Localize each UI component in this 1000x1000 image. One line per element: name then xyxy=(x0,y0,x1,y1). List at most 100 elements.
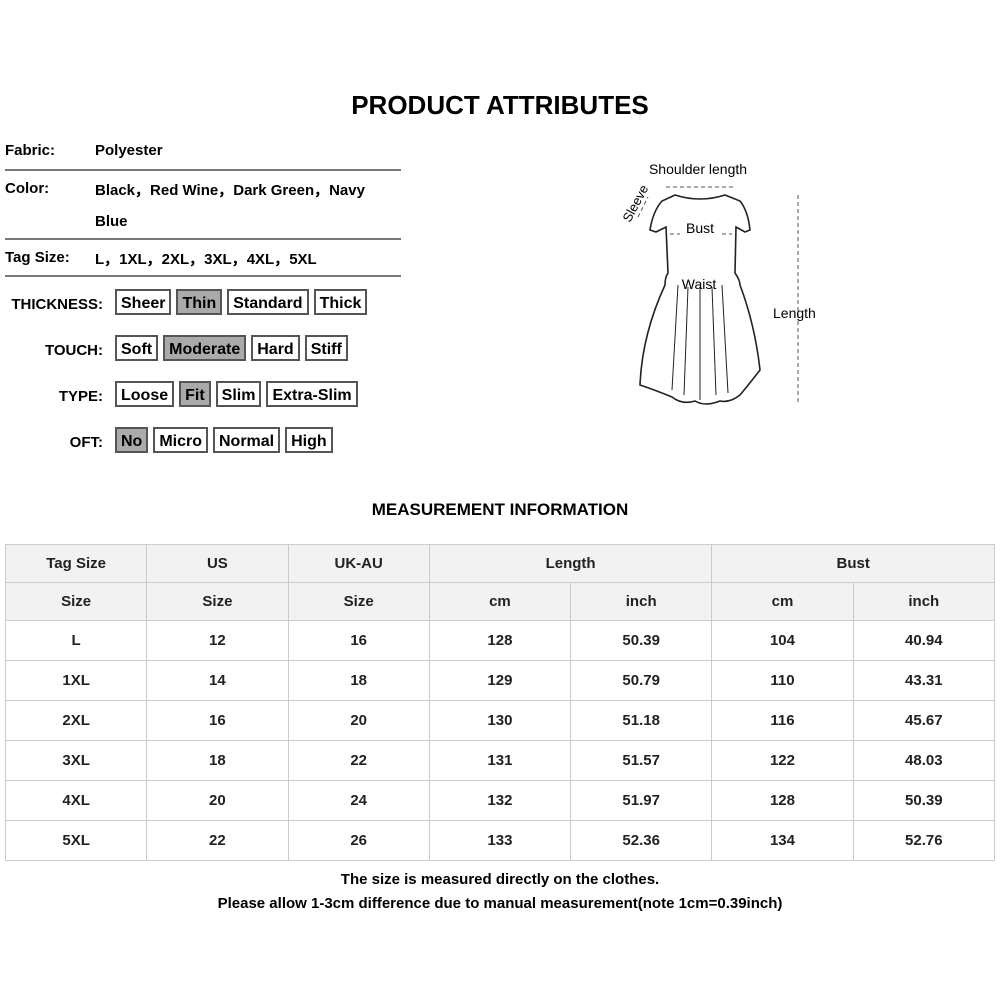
table-row: L 12 16 128 50.39 104 40.94 xyxy=(4,620,996,661)
header-cell: Bust xyxy=(711,544,995,583)
subheader-cell: Size xyxy=(146,582,289,621)
note-line-1: The size is measured directly on the clo… xyxy=(340,871,660,888)
table-cell: 129 xyxy=(428,660,572,701)
table-cell: 52.36 xyxy=(570,820,713,861)
option-group: Loose Fit Slim Extra-Slim xyxy=(113,380,359,411)
subheader-cell: Size xyxy=(4,582,148,621)
table-cell: 128 xyxy=(711,780,854,821)
table-cell: L xyxy=(4,620,148,661)
subheader-cell: cm xyxy=(428,582,572,621)
table-cell: 12 xyxy=(146,620,289,661)
fabric-label: Fabric: xyxy=(5,142,56,159)
option-chip: Normal xyxy=(211,426,282,454)
table-cell: 1XL xyxy=(4,660,148,701)
option-chip: Sheer xyxy=(113,288,173,316)
table-row: 1XL 14 18 129 50.79 110 43.31 xyxy=(4,660,996,701)
option-chip: No xyxy=(113,426,150,454)
dress-diagram: Shoulder length Sleeve Bust Waist Length xyxy=(619,161,816,405)
option-chip: Loose xyxy=(113,380,176,408)
header-cell: US xyxy=(146,544,289,583)
option-group-label: TYPE: xyxy=(58,388,103,405)
option-group: No Micro Normal High xyxy=(113,426,334,457)
table-cell: 16 xyxy=(287,620,430,661)
subheader-cell: Size xyxy=(287,582,430,621)
size-table: Tag Size US UK-AU Length Bust Size Size Si… xyxy=(4,544,996,861)
table-cell: 24 xyxy=(287,780,430,821)
table-cell: 116 xyxy=(711,700,854,741)
table-cell: 133 xyxy=(428,820,572,861)
table-cell: 51.57 xyxy=(570,740,713,781)
dress-outline-icon xyxy=(639,194,761,405)
table-row: 5XL 22 26 133 52.36 134 52.76 xyxy=(4,820,996,861)
option-chip: High xyxy=(284,426,334,454)
option-chip: Thick xyxy=(312,288,369,316)
table-cell: 3XL xyxy=(4,740,148,781)
table-cell: 131 xyxy=(428,740,572,781)
table-cell: 4XL xyxy=(4,780,148,821)
divider xyxy=(5,169,401,171)
option-chip: Hard xyxy=(250,334,301,362)
table-cell: 20 xyxy=(146,780,289,821)
option-group-label: THICKNESS: xyxy=(11,296,103,313)
option-group-label: TOUCH: xyxy=(44,342,103,359)
table-cell: 22 xyxy=(287,740,430,781)
option-chip: Extra-Slim xyxy=(265,380,359,408)
table-row: 3XL 18 22 131 51.57 122 48.03 xyxy=(4,740,996,781)
note-line-2: Please allow 1-3cm difference due to man… xyxy=(217,895,783,912)
fabric-value: Polyester xyxy=(95,142,163,159)
table-cell: 50.79 xyxy=(570,660,713,701)
table-cell: 20 xyxy=(287,700,430,741)
sleeve-label: Sleeve xyxy=(619,182,651,224)
color-label: Color: xyxy=(5,180,50,197)
table-cell: 51.97 xyxy=(570,780,713,821)
table-cell: 51.18 xyxy=(570,700,713,741)
option-chip: Slim xyxy=(214,380,263,408)
option-chip: Stiff xyxy=(303,334,349,362)
table-cell: 104 xyxy=(711,620,854,661)
table-cell: 5XL xyxy=(4,820,148,861)
table-cell: 22 xyxy=(146,820,289,861)
table-cell: 50.39 xyxy=(852,780,996,821)
divider xyxy=(5,238,401,240)
option-group: Soft Moderate Hard Stiff xyxy=(113,334,349,365)
table-cell: 122 xyxy=(711,740,854,781)
table-cell: 14 xyxy=(146,660,289,701)
shoulder-length-label: Shoulder length xyxy=(649,161,747,177)
table-cell: 134 xyxy=(711,820,854,861)
subheader-cell: inch xyxy=(852,582,996,621)
option-chip: Thin xyxy=(175,288,224,316)
bust-label: Bust xyxy=(686,220,714,236)
table-cell: 50.39 xyxy=(570,620,713,661)
option-group-label: OFT: xyxy=(69,434,103,451)
table-cell: 2XL xyxy=(4,700,148,741)
option-chip: Moderate xyxy=(162,334,248,362)
option-chip: Standard xyxy=(226,288,310,316)
header-cell: Tag Size xyxy=(4,544,148,583)
table-cell: 45.67 xyxy=(852,700,996,741)
table-cell: 26 xyxy=(287,820,430,861)
header-cell: UK-AU xyxy=(287,544,430,583)
table-header-row: Tag Size US UK-AU Length Bust xyxy=(4,544,995,583)
table-cell: 128 xyxy=(428,620,572,661)
option-chip: Soft xyxy=(113,334,160,362)
option-chip: Fit xyxy=(178,380,212,408)
table-cell: 16 xyxy=(146,700,289,741)
table-row: 4XL 20 24 132 51.97 128 50.39 xyxy=(4,780,996,821)
option-group: Sheer Thin Standard Thick xyxy=(113,288,369,319)
header-cell: Length xyxy=(428,544,713,583)
table-row: 2XL 16 20 130 51.18 116 45.67 xyxy=(4,700,996,741)
tag-size-value: L，1XL，2XL，3XL，4XL，5XL xyxy=(95,251,317,268)
divider xyxy=(5,275,401,277)
table-cell: 40.94 xyxy=(852,620,996,661)
table-cell: 48.03 xyxy=(852,740,996,781)
tag-size-label: Tag Size: xyxy=(5,249,70,266)
option-chip: Micro xyxy=(152,426,209,454)
measurement-title: MEASUREMENT INFORMATION xyxy=(371,500,629,519)
table-subheader-row: Size Size Size cm inch cm inch xyxy=(4,582,996,621)
table-cell: 18 xyxy=(146,740,289,781)
table-cell: 18 xyxy=(287,660,430,701)
table-cell: 130 xyxy=(428,700,572,741)
table-cell: 52.76 xyxy=(852,820,996,861)
subheader-cell: cm xyxy=(711,582,854,621)
